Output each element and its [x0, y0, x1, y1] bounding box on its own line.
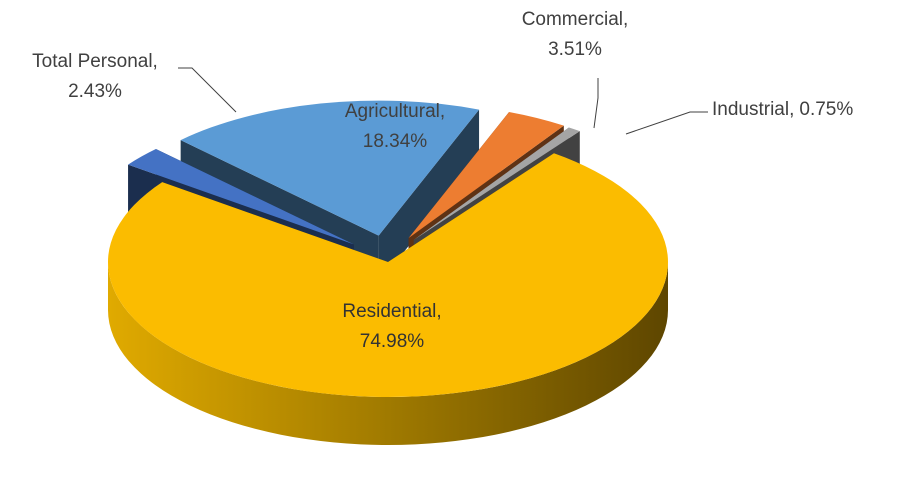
data-label: Total Personal, 2.43%	[32, 51, 158, 102]
slice	[107, 153, 668, 397]
leader-line	[625, 111, 708, 135]
data-label: Agricultural, 18.34%	[345, 101, 445, 152]
data-label-value: 3.51%	[548, 39, 602, 60]
data-label: Commercial, 3.51%	[522, 9, 629, 60]
slice	[413, 127, 580, 240]
data-label-value: 18.34%	[363, 131, 428, 152]
slice	[128, 148, 354, 245]
slice	[180, 100, 480, 236]
data-label: Industrial, 0.75%	[712, 99, 853, 120]
labels: Agricultural, 18.34% Commercial, 3.51% Indus…	[32, 9, 853, 352]
data-label: Residential, 74.98%	[342, 301, 441, 352]
data-label-category: Residential,	[342, 301, 441, 322]
data-label-value: 2.43%	[68, 81, 122, 102]
slice	[408, 111, 564, 239]
data-label-category: Industrial,	[712, 99, 794, 120]
leader-line	[178, 67, 237, 113]
data-label-category: Total Personal,	[32, 51, 158, 72]
pie	[107, 100, 668, 445]
slice-wall	[378, 109, 480, 284]
slice-side	[108, 262, 668, 445]
data-label-category: Agricultural,	[345, 101, 445, 122]
leader-line	[593, 78, 599, 129]
data-label-value: 0.75%	[799, 99, 853, 120]
data-label-category: Commercial,	[522, 9, 629, 30]
data-label-value: 74.98%	[360, 331, 425, 352]
